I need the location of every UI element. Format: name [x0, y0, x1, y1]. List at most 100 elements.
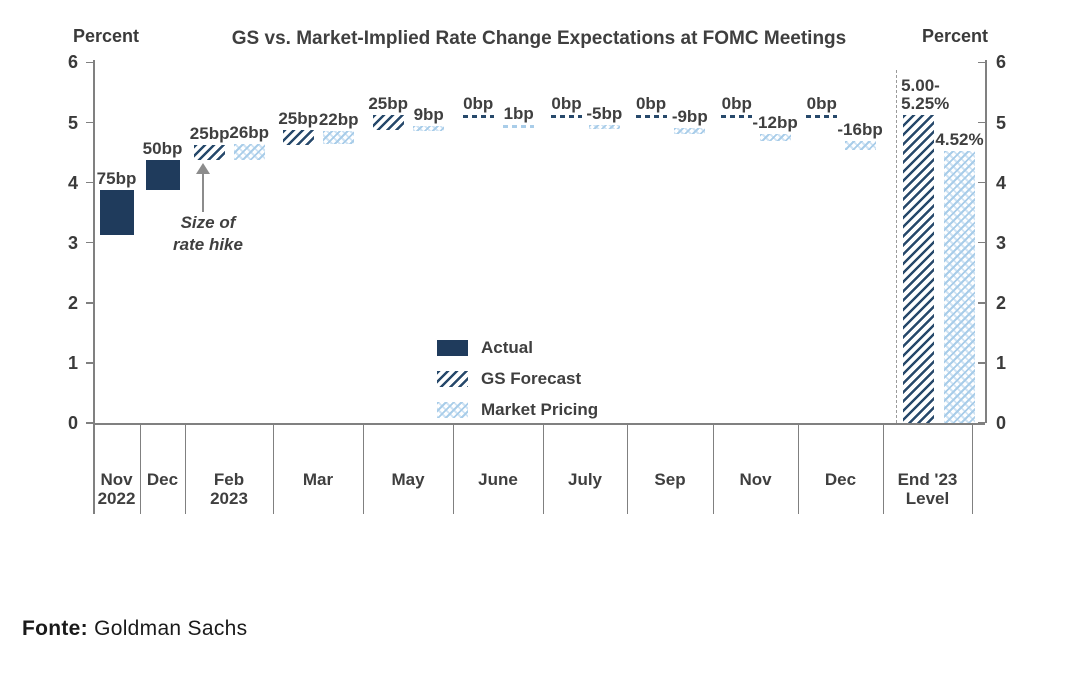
bar-value-label: -12bp [752, 112, 798, 132]
source-value: Goldman Sachs [94, 617, 248, 640]
bar-value-label: 0bp [806, 93, 837, 113]
group-separator [185, 423, 186, 514]
source-prefix: Fonte: [22, 617, 88, 640]
bar-value-label: 5.00- 5.25% [901, 75, 950, 113]
source-note: Fonte: Goldman Sachs [22, 617, 247, 641]
y-tick-right [978, 362, 985, 364]
bar-value-label: 25bp [368, 93, 409, 113]
legend-label: Actual [481, 338, 533, 357]
group-separator [713, 423, 714, 514]
bar-value-label: 0bp [721, 93, 752, 113]
legend: Actual GS Forecast Market Pricing [437, 338, 598, 420]
bar-value-label: 25bp [189, 124, 230, 144]
y-tick-right [978, 61, 985, 64]
y-tick-label-right: 1 [996, 352, 1007, 373]
y-tick-left [86, 121, 93, 124]
annotation-text: Size of rate hike [173, 213, 243, 254]
legend-swatch-gs-icon [437, 371, 468, 387]
bar-value-label: 0bp [635, 93, 667, 113]
y-tick-label-right: 3 [996, 232, 1007, 253]
y-tick-label-right: 2 [996, 292, 1007, 313]
y-tick-right [978, 121, 985, 124]
bar-gs-zero [635, 114, 667, 118]
x-axis-label: July [567, 470, 603, 489]
y-tick-label-right: 4 [996, 172, 1007, 193]
y-tick-right [978, 302, 985, 304]
group-separator [453, 423, 454, 514]
y-tick-right [978, 241, 985, 244]
bar-value-label: 50bp [142, 139, 183, 159]
bar-actual [145, 160, 180, 191]
bar-market [944, 151, 976, 423]
bar-gs-zero [806, 114, 838, 118]
bar-value-label: 4.52% [935, 130, 984, 150]
arrow-up-icon [196, 163, 210, 174]
group-separator [627, 423, 628, 514]
bar-market [844, 140, 876, 151]
y-axis-title-right: Percent [922, 26, 989, 46]
group-separator [363, 423, 364, 514]
group-separator [273, 423, 274, 514]
bar-market [323, 131, 355, 145]
bar-market [413, 125, 445, 132]
legend-swatch-actual-icon [437, 340, 468, 356]
bar-value-label: 26bp [229, 123, 270, 143]
y-tick-label-right: 5 [996, 112, 1007, 133]
bar-value-label: 22bp [318, 110, 359, 130]
x-axis-label: Nov 2022 [97, 470, 136, 508]
bar-gs [372, 114, 404, 130]
bar-value-label: 75bp [96, 169, 137, 189]
bar-gs-zero [551, 114, 583, 118]
bar-gs [194, 145, 226, 161]
chart-title: GS vs. Market-Implied Rate Change Expect… [231, 28, 847, 49]
x-axis-label: End '23 Level [897, 470, 958, 508]
x-axis-label: Sep [654, 470, 686, 489]
bar-market [674, 128, 706, 134]
group-separator [883, 423, 884, 514]
x-axis-label: Mar [302, 470, 334, 489]
y-tick-label-left: 0 [67, 413, 78, 433]
bar-value-label: 0bp [463, 93, 494, 113]
bar-value-label: 0bp [551, 93, 582, 113]
y-tick-right [978, 422, 985, 424]
bar-market-zero [503, 125, 535, 129]
y-axis-right [985, 60, 987, 423]
group-separator [543, 423, 544, 514]
y-tick-left [86, 241, 93, 244]
y-tick-label-right: 0 [996, 413, 1007, 433]
legend-swatch-market-icon [437, 402, 468, 418]
y-tick-label-left: 3 [67, 232, 78, 253]
bar-value-label: 1bp [503, 104, 534, 124]
bar-gs [282, 130, 314, 146]
y-tick-left [86, 61, 93, 64]
bar-value-label: 9bp [413, 104, 444, 124]
bar-market [233, 144, 265, 161]
y-axis-title-left: Percent [73, 26, 140, 46]
y-tick-label-left: 4 [67, 172, 78, 193]
bar-gs-zero [721, 114, 753, 118]
legend-item-gs: GS Forecast [437, 369, 598, 389]
group-separator [140, 423, 141, 514]
y-tick-left [86, 422, 93, 424]
bar-value-label: -9bp [671, 107, 708, 127]
legend-label: GS Forecast [481, 369, 582, 388]
bar-value-label: 25bp [278, 109, 319, 128]
bar-actual [99, 190, 134, 236]
bar-gs-zero [462, 114, 494, 118]
legend-label: Market Pricing [481, 400, 599, 419]
bar-market [588, 125, 620, 130]
x-axis-label: Feb 2023 [210, 470, 248, 508]
x-axis-label: June [478, 470, 518, 489]
x-axis-label: Dec [824, 470, 857, 489]
legend-item-market: Market Pricing [437, 400, 598, 420]
bar-value-label: -16bp [837, 119, 883, 139]
y-axis-left [93, 60, 95, 514]
group-separator [798, 423, 799, 514]
bar-gs [903, 114, 935, 423]
group-separator [972, 423, 973, 514]
bar-value-label: -5bp [586, 104, 623, 124]
x-axis-label: Nov [739, 470, 772, 489]
y-tick-left [86, 181, 93, 184]
